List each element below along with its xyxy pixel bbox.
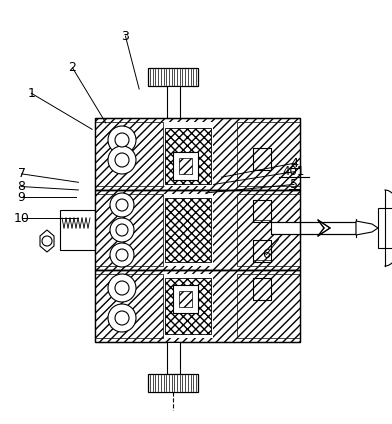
Bar xyxy=(253,200,271,220)
Bar xyxy=(95,270,300,342)
Circle shape xyxy=(116,224,128,236)
Circle shape xyxy=(110,243,134,267)
Text: 8: 8 xyxy=(18,180,25,193)
Bar xyxy=(163,274,213,338)
Bar xyxy=(95,270,300,342)
Bar xyxy=(95,190,300,270)
Bar xyxy=(95,274,163,338)
Bar xyxy=(179,291,192,307)
Bar xyxy=(179,158,192,174)
Circle shape xyxy=(115,133,129,147)
Circle shape xyxy=(108,304,136,332)
Text: 7: 7 xyxy=(18,167,25,180)
Bar xyxy=(165,278,211,334)
Bar xyxy=(253,240,271,260)
Bar xyxy=(237,122,300,186)
Circle shape xyxy=(116,199,128,211)
Circle shape xyxy=(115,281,129,295)
Text: 6: 6 xyxy=(263,248,270,261)
Circle shape xyxy=(108,146,136,174)
Bar xyxy=(95,190,300,270)
Bar xyxy=(95,194,163,266)
Polygon shape xyxy=(356,221,378,235)
Bar xyxy=(163,194,213,266)
Circle shape xyxy=(116,249,128,261)
Text: 9: 9 xyxy=(18,191,25,204)
Bar xyxy=(95,118,300,190)
Bar xyxy=(148,68,198,86)
Circle shape xyxy=(110,218,134,242)
Text: 10: 10 xyxy=(14,212,29,225)
Bar xyxy=(271,222,356,234)
Bar xyxy=(173,152,198,180)
Text: 401: 401 xyxy=(283,165,305,178)
Text: 4: 4 xyxy=(290,157,298,170)
Bar xyxy=(253,240,271,262)
Circle shape xyxy=(115,311,129,325)
Bar xyxy=(167,86,180,118)
Circle shape xyxy=(115,153,129,167)
Polygon shape xyxy=(40,230,54,252)
Text: 3: 3 xyxy=(122,30,129,42)
Bar xyxy=(253,278,271,300)
Bar xyxy=(165,198,211,262)
Bar xyxy=(253,278,271,300)
Circle shape xyxy=(42,236,52,246)
Bar xyxy=(237,274,300,338)
Bar xyxy=(60,210,95,250)
Bar xyxy=(173,285,198,313)
Bar xyxy=(95,118,300,190)
Bar xyxy=(253,200,271,222)
Bar xyxy=(165,128,211,184)
Circle shape xyxy=(108,274,136,302)
Bar xyxy=(167,342,180,374)
Circle shape xyxy=(110,193,134,217)
Bar xyxy=(253,148,271,170)
Bar xyxy=(95,122,163,186)
Bar xyxy=(163,122,213,186)
Text: 5: 5 xyxy=(290,178,298,191)
Circle shape xyxy=(108,126,136,154)
Polygon shape xyxy=(318,220,330,236)
Bar xyxy=(378,208,392,248)
Text: 1: 1 xyxy=(27,87,35,100)
Text: 2: 2 xyxy=(69,61,76,74)
Bar xyxy=(253,148,271,170)
Bar xyxy=(237,194,300,266)
Bar xyxy=(148,374,198,392)
